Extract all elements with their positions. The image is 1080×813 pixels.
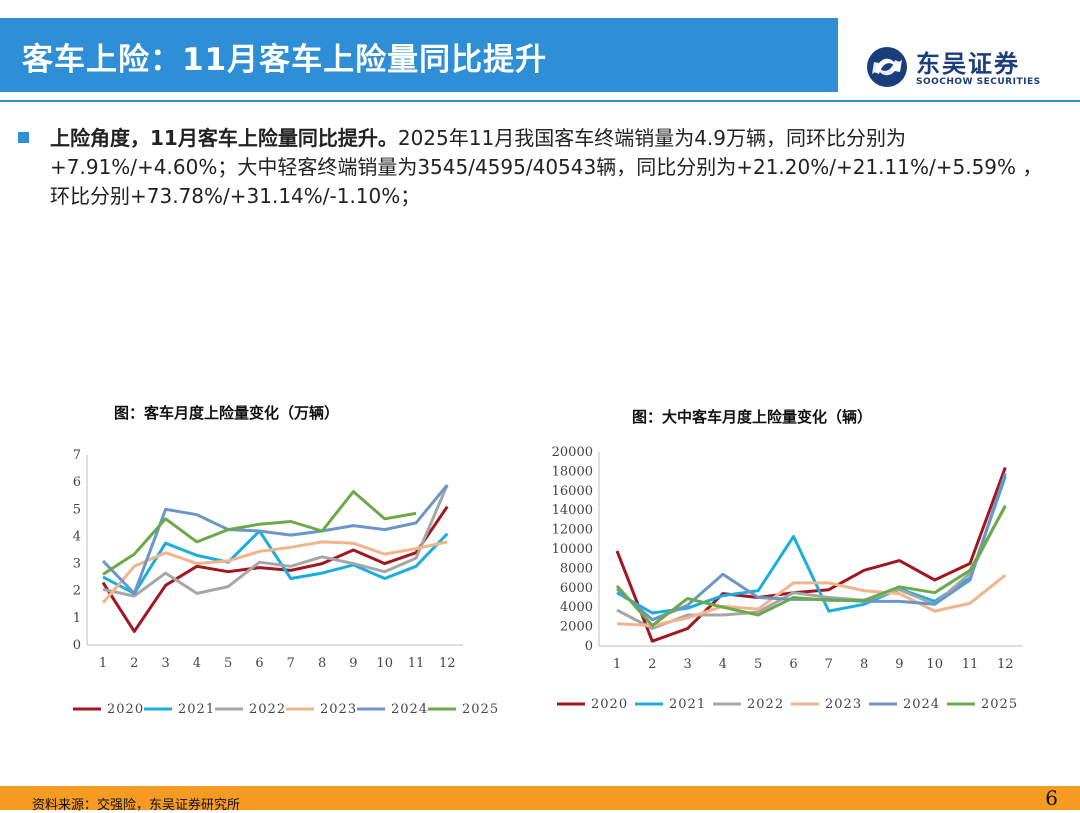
x-tick-label: 1	[613, 657, 621, 672]
y-tick-label: 10000	[552, 542, 593, 557]
x-tick-label: 7	[287, 656, 295, 671]
legend-label-2020: 2020	[591, 697, 628, 712]
summary-text: 2025年11月我国客车终端销量为4.9万辆，同环比分别为+7.91%/+4.6…	[50, 126, 1043, 208]
x-tick-label: 1	[99, 656, 107, 671]
company-logo: 东吴证券 SOOCHOW SECURITIES	[866, 44, 1046, 92]
page-title: 客车上险：11月客车上险量同比提升	[22, 42, 548, 78]
y-tick-label: 16000	[552, 484, 593, 499]
x-tick-label: 8	[860, 657, 868, 672]
series-line-2023	[101, 540, 448, 604]
y-tick-label: 18000	[552, 464, 593, 479]
series-line-2025	[615, 505, 1007, 628]
legend-label-2024: 2024	[391, 702, 428, 717]
chart-2: 0 2000 4000 6000 8000 10000 12000 14000 16000 180…	[552, 445, 1023, 712]
y-tick-label: 12000	[552, 523, 593, 538]
legend-label-2025: 2025	[981, 697, 1018, 712]
title-bar: 客车上险：11月客车上险量同比提升	[0, 18, 838, 92]
x-tick-label: 11	[962, 657, 979, 672]
x-tick-label: 2	[648, 657, 656, 672]
summary-bold-lead: 上险角度，11月客车上险量同比提升。	[50, 126, 398, 150]
legend-label-2023: 2023	[825, 697, 862, 712]
y-tick-label: 4	[73, 529, 81, 544]
logo-text-cn: 东吴证券	[916, 50, 1020, 78]
x-tick-label: 9	[895, 657, 903, 672]
series-line-2021	[102, 529, 449, 595]
y-tick-label: 7	[73, 448, 81, 463]
logo-text-en: SOOCHOW SECURITIES	[916, 77, 1041, 87]
x-tick-label: 10	[926, 657, 943, 672]
legend-label-2021: 2021	[669, 697, 706, 712]
x-tick-label: 8	[318, 656, 326, 671]
y-tick-label: 5	[73, 502, 81, 517]
x-tick-label: 2	[130, 656, 138, 671]
series-line-2020	[615, 466, 1007, 643]
legend-label-2022: 2022	[249, 702, 286, 717]
series-line-2024	[101, 483, 449, 595]
series-line-2022	[102, 484, 449, 598]
chart-1-title: 图：客车月度上险量变化（万辆）	[114, 404, 340, 422]
x-tick-label: 7	[825, 657, 833, 672]
legend-label-2024: 2024	[903, 697, 940, 712]
legend-label-2025: 2025	[462, 702, 499, 717]
y-tick-label: 2000	[560, 620, 593, 635]
series-line-2020	[101, 505, 449, 633]
series-line-2023	[616, 574, 1007, 628]
y-tick-label: 0	[585, 639, 593, 654]
x-tick-label: 5	[754, 657, 762, 672]
summary-paragraph: 上险角度，11月客车上险量同比提升。2025年11月我国客车终端销量为4.9万辆…	[50, 124, 1060, 211]
y-tick-label: 0	[73, 638, 81, 653]
header-divider	[0, 100, 1080, 102]
legend-label-2023: 2023	[320, 702, 357, 717]
legend-label-2020: 2020	[107, 702, 144, 717]
x-tick-label: 4	[719, 657, 727, 672]
legend-label-2021: 2021	[178, 702, 215, 717]
x-tick-label: 3	[161, 656, 169, 671]
y-tick-label: 3	[73, 557, 81, 572]
x-tick-label: 5	[224, 656, 232, 671]
legend-label-2022: 2022	[747, 697, 784, 712]
x-tick-label: 3	[683, 657, 691, 672]
x-tick-label: 6	[789, 657, 797, 672]
logo-mark-icon	[867, 47, 907, 87]
x-tick-label: 10	[376, 656, 393, 671]
y-tick-label: 6	[73, 475, 81, 490]
page-number: 6	[1045, 786, 1058, 810]
footer-bar	[0, 786, 1080, 810]
y-tick-label: 14000	[552, 503, 593, 518]
series-line-2025	[102, 490, 417, 576]
y-tick-label: 6000	[560, 581, 593, 596]
y-tick-label: 2	[73, 584, 81, 599]
y-tick-label: 4000	[560, 600, 593, 615]
x-tick-label: 12	[439, 656, 456, 671]
x-tick-label: 4	[193, 656, 201, 671]
chart-2-title: 图：大中客车月度上险量变化（辆）	[632, 408, 873, 426]
x-tick-label: 9	[349, 656, 357, 671]
bullet-square-icon	[18, 132, 29, 143]
x-tick-label: 11	[408, 656, 425, 671]
y-tick-label: 20000	[552, 445, 593, 460]
x-tick-label: 12	[997, 657, 1014, 672]
source-note: 资料来源：交强险，东吴证券研究所	[32, 798, 241, 813]
x-tick-label: 6	[255, 656, 263, 671]
y-tick-label: 8000	[560, 561, 593, 576]
y-tick-label: 1	[73, 611, 81, 626]
